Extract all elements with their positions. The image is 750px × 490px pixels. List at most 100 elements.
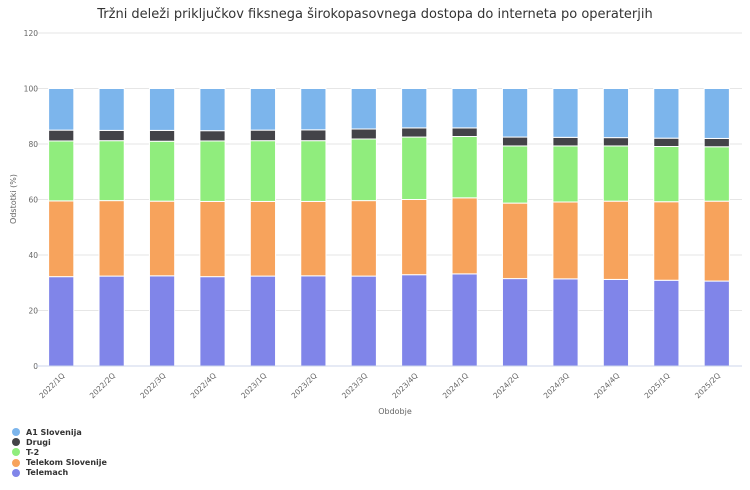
bar-segment-telekom-slovenije[interactable] [703,200,730,282]
bar-segment-telemach[interactable] [249,275,277,367]
bar-segment-telemach[interactable] [300,275,327,367]
bar-segment-a1-slovenija[interactable] [249,88,277,131]
bar-segment-t-2[interactable] [199,140,226,202]
legend-label: A1 Slovenija [26,427,82,437]
bar-segment-t-2[interactable] [249,140,277,202]
x-axis-label: Obdobje [378,407,412,416]
bar-segment-drugi[interactable] [552,136,579,147]
bar-segment-telekom-slovenije[interactable] [552,201,579,280]
bar-segment-telekom-slovenije[interactable] [602,200,630,280]
bar-segment-t-2[interactable] [350,138,377,202]
bar-segment-t-2[interactable] [653,145,680,203]
bar-segment-telemach[interactable] [653,279,680,367]
bar-segment-drugi[interactable] [350,128,377,140]
bar-segment-drugi[interactable] [249,129,277,142]
bar-segment-a1-slovenija[interactable] [300,88,327,131]
bar-segment-drugi[interactable] [653,137,680,147]
bar-segment-telemach[interactable] [350,275,377,367]
bar-segment-telemach[interactable] [451,273,478,367]
bar-segment-drugi[interactable] [199,130,226,142]
y-axis-ticks: 0 20 40 60 80 100 120 [24,29,39,371]
y-tick-label: 100 [24,85,39,94]
bar-segment-telemach[interactable] [199,276,226,367]
bar-segment-drugi[interactable] [501,136,529,147]
bar-segment-a1-slovenija[interactable] [199,88,226,132]
bar-segment-drugi[interactable] [300,129,327,142]
y-tick-label: 0 [33,362,38,371]
bar-segment-telekom-slovenije[interactable] [501,202,529,280]
bar-segment-telekom-slovenije[interactable] [653,201,680,281]
bar-segment-telemach[interactable] [401,274,428,367]
bar-segment-telekom-slovenije[interactable] [199,200,226,278]
x-tick-label: 2024/2Q [491,371,520,400]
bar-segment-drugi[interactable] [48,129,75,142]
bar-segment-telekom-slovenije[interactable] [48,200,75,278]
bar-segment-t-2[interactable] [48,140,75,202]
x-tick-label: 2022/3Q [138,371,167,400]
bar-segment-a1-slovenija[interactable] [552,88,579,138]
bar-segment-a1-slovenija[interactable] [451,88,478,129]
bar-segment-t-2[interactable] [148,140,176,202]
bar-segment-telemach[interactable] [98,275,125,367]
gridlines [36,32,742,311]
x-tick-label: 2023/4Q [390,371,419,400]
bars [48,88,730,367]
x-tick-label: 2023/3Q [340,371,369,400]
legend-swatch-icon [12,428,20,437]
y-tick-label: 80 [28,140,38,149]
y-axis-label: Odstotki (%) [9,174,18,224]
bar-segment-drugi[interactable] [148,129,176,142]
legend-swatch-icon [12,458,20,467]
bar-segment-drugi[interactable] [401,127,428,138]
legend-label: Telemach [26,468,69,478]
x-tick-label: 2023/1Q [239,371,268,400]
legend-swatch-icon [12,438,20,447]
bar-segment-t-2[interactable] [552,145,579,203]
legend-item[interactable]: A1 Slovenija [12,427,107,437]
bar-segment-a1-slovenija[interactable] [98,88,125,131]
bar-segment-t-2[interactable] [703,146,730,202]
bar-segment-telekom-slovenije[interactable] [451,197,478,275]
bar-segment-telemach[interactable] [703,280,730,367]
x-tick-label: 2022/2Q [88,371,117,400]
legend-item[interactable]: Drugi [12,437,107,447]
bar-segment-t-2[interactable] [98,140,125,202]
bar-segment-telekom-slovenije[interactable] [148,200,176,277]
legend-label: Telekom Slovenije [26,458,107,468]
bar-segment-a1-slovenija[interactable] [401,88,428,129]
bar-segment-a1-slovenija[interactable] [501,88,529,138]
bar-segment-t-2[interactable] [401,136,428,200]
bar-segment-t-2[interactable] [602,145,630,202]
chart-title: Tržni deleži priključkov fiksnega široko… [96,7,653,22]
bar-segment-telemach[interactable] [552,278,579,367]
bar-segment-telemach[interactable] [602,278,630,367]
bar-segment-telekom-slovenije[interactable] [98,200,125,277]
legend-label: Drugi [26,437,51,447]
bar-segment-telemach[interactable] [48,276,75,367]
bar-segment-a1-slovenija[interactable] [48,88,75,131]
legend-item[interactable]: Telemach [12,468,107,478]
bar-segment-a1-slovenija[interactable] [602,88,630,139]
bar-segment-drugi[interactable] [98,129,125,142]
bar-segment-a1-slovenija[interactable] [350,88,377,130]
bar-segment-drugi[interactable] [703,137,730,148]
bar-segment-drugi[interactable] [451,127,478,138]
legend-item[interactable]: Telekom Slovenije [12,458,107,468]
bar-segment-a1-slovenija[interactable] [148,88,176,131]
bar-segment-a1-slovenija[interactable] [703,88,730,139]
legend-item[interactable]: T-2 [12,447,107,457]
bar-segment-telemach[interactable] [501,278,529,367]
bar-segment-telekom-slovenije[interactable] [401,199,428,276]
bar-segment-telemach[interactable] [148,275,176,367]
x-tick-label: 2025/1Q [643,371,672,400]
bar-segment-t-2[interactable] [451,136,478,199]
bar-segment-telekom-slovenije[interactable] [350,200,377,277]
bar-segment-t-2[interactable] [501,145,529,204]
bar-segment-telekom-slovenije[interactable] [249,200,277,277]
bar-segment-t-2[interactable] [300,140,327,202]
y-tick-label: 60 [28,196,38,205]
bar-segment-a1-slovenija[interactable] [653,88,680,139]
bar-segment-drugi[interactable] [602,137,630,147]
x-tick-label: 2024/3Q [542,371,571,400]
bar-segment-telekom-slovenije[interactable] [300,200,327,277]
